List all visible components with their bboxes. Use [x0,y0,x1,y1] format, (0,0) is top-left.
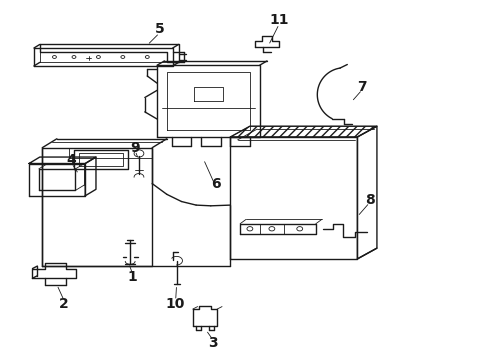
Text: 4: 4 [67,153,76,167]
Text: 9: 9 [130,141,140,155]
Text: 7: 7 [357,80,367,94]
Text: 10: 10 [166,297,185,311]
Text: 8: 8 [365,193,374,207]
Text: 2: 2 [59,297,69,311]
Text: 5: 5 [155,22,164,36]
Text: 11: 11 [270,13,289,27]
Text: 3: 3 [208,336,218,350]
Text: 1: 1 [128,270,138,284]
Text: 6: 6 [211,177,220,190]
